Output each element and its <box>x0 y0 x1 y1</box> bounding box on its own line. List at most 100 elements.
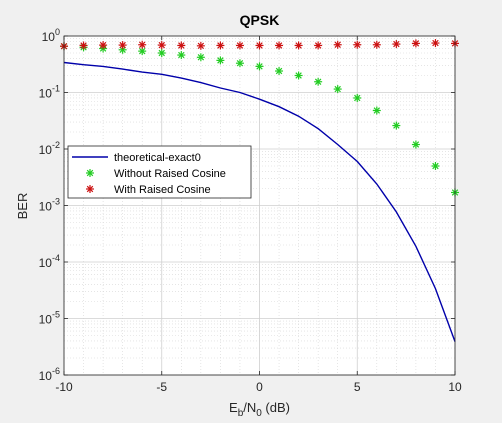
y-tick-label-base: 10 <box>39 143 53 157</box>
y-tick-label-exponent: -3 <box>52 197 60 207</box>
marker-stroke <box>197 42 205 50</box>
data-point-with-raised-cosine <box>353 40 362 49</box>
data-point-with-raised-cosine <box>431 39 440 48</box>
series-line-theoretical-exact0 <box>63 61 456 342</box>
y-tick-label-exponent: -5 <box>52 310 60 320</box>
marker-stroke <box>197 54 205 61</box>
data-point-with-raised-cosine <box>275 41 284 50</box>
data-point-with-raised-cosine <box>235 41 244 50</box>
data-point-with-raised-cosine <box>372 40 381 49</box>
data-point-with-raised-cosine <box>255 41 264 50</box>
data-point-without-raised-cosine <box>333 85 342 94</box>
x-axis-label-mid: /N <box>243 400 256 415</box>
y-tick-label: 10-3 <box>39 197 60 214</box>
marker-stroke <box>275 42 283 49</box>
y-tick-label-exponent: -2 <box>52 140 60 150</box>
marker-stroke <box>178 51 185 59</box>
legend-label: theoretical-exact0 <box>114 152 201 164</box>
x-tick-label: -10 <box>55 380 73 394</box>
data-point-without-raised-cosine <box>294 71 303 80</box>
data-point-without-raised-cosine <box>431 162 440 171</box>
marker-stroke <box>373 107 381 114</box>
y-tick-label: 10-2 <box>39 140 60 157</box>
legend-label: With Raised Cosine <box>114 184 211 196</box>
legend-label: Without Raised Cosine <box>114 168 226 180</box>
x-axis-label: Eb/N0 (dB) <box>229 400 290 419</box>
marker-stroke <box>99 41 107 49</box>
marker-stroke <box>412 40 420 47</box>
marker-stroke <box>432 39 439 47</box>
chart-title: QPSK <box>240 12 280 28</box>
marker-stroke <box>354 94 361 102</box>
data-point-without-raised-cosine <box>235 59 244 68</box>
y-tick-label: 10-6 <box>39 366 60 383</box>
y-tick-label-base: 10 <box>39 369 53 383</box>
marker-stroke <box>119 46 126 54</box>
data-point-with-raised-cosine <box>79 41 88 50</box>
marker-stroke <box>432 162 439 170</box>
x-axis-label-tail: (dB) <box>262 400 290 415</box>
data-point-with-raised-cosine <box>216 41 225 50</box>
marker-stroke <box>217 57 224 64</box>
data-point-with-raised-cosine <box>138 40 147 49</box>
marker-stroke <box>314 78 322 85</box>
marker-stroke <box>334 85 341 93</box>
marker-stroke <box>275 67 283 75</box>
data-point-without-raised-cosine <box>157 49 166 58</box>
x-tick-label: 10 <box>448 380 462 394</box>
data-point-with-raised-cosine <box>99 41 108 50</box>
legend-box <box>67 145 252 199</box>
marker-stroke <box>393 122 400 129</box>
marker-stroke <box>86 169 94 177</box>
data-point-without-raised-cosine <box>372 106 381 115</box>
y-tick-label-exponent: -1 <box>52 84 60 94</box>
data-point-with-raised-cosine <box>411 39 420 48</box>
marker-stroke <box>138 41 146 48</box>
x-axis-label-main: E <box>229 400 238 415</box>
marker-stroke <box>217 42 224 49</box>
marker-stroke <box>119 41 126 49</box>
data-point-with-raised-cosine <box>157 41 166 50</box>
y-tick-label-base: 10 <box>39 313 53 327</box>
marker-stroke <box>158 41 165 49</box>
y-axis-label: BER <box>15 193 30 220</box>
data-point-without-raised-cosine <box>177 51 186 60</box>
marker-stroke <box>138 47 146 55</box>
marker-stroke <box>236 59 244 67</box>
data-point-with-raised-cosine <box>314 41 323 50</box>
marker-stroke <box>393 40 400 48</box>
marker-stroke <box>86 185 94 193</box>
marker-stroke <box>373 41 381 48</box>
marker-stroke <box>178 42 185 49</box>
marker-stroke <box>412 141 420 148</box>
marker-stroke <box>256 42 263 49</box>
marker-stroke <box>236 42 244 49</box>
data-point-with-raised-cosine <box>392 40 401 49</box>
marker-stroke <box>256 63 263 70</box>
marker-stroke <box>158 49 165 57</box>
marker-stroke <box>314 42 322 49</box>
y-tick-label-base: 10 <box>39 87 53 101</box>
marker-stroke <box>295 72 302 79</box>
y-tick-label-exponent: -6 <box>52 366 60 376</box>
y-tick-label-base: 10 <box>39 200 53 214</box>
y-tick-label: 10-4 <box>39 253 60 270</box>
data-point-without-raised-cosine <box>314 77 323 86</box>
y-tick-label-exponent: -4 <box>52 253 60 263</box>
data-point-with-raised-cosine <box>118 41 127 50</box>
x-tick-label: -5 <box>156 380 167 394</box>
data-point-with-raised-cosine <box>333 40 342 49</box>
legend: theoretical-exact0 Without Raised Cosine W… <box>67 145 252 199</box>
y-tick-label: 100 <box>42 27 60 44</box>
legend-marker-sample <box>86 169 94 177</box>
marker-stroke <box>295 42 302 49</box>
data-point-with-raised-cosine <box>294 41 303 50</box>
data-point-without-raised-cosine <box>216 56 225 65</box>
data-point-with-raised-cosine <box>196 41 205 50</box>
data-point-with-raised-cosine <box>177 41 186 50</box>
data-point-without-raised-cosine <box>275 67 284 76</box>
data-point-without-raised-cosine <box>255 62 264 71</box>
x-axis-label-sub1: b <box>238 408 244 419</box>
